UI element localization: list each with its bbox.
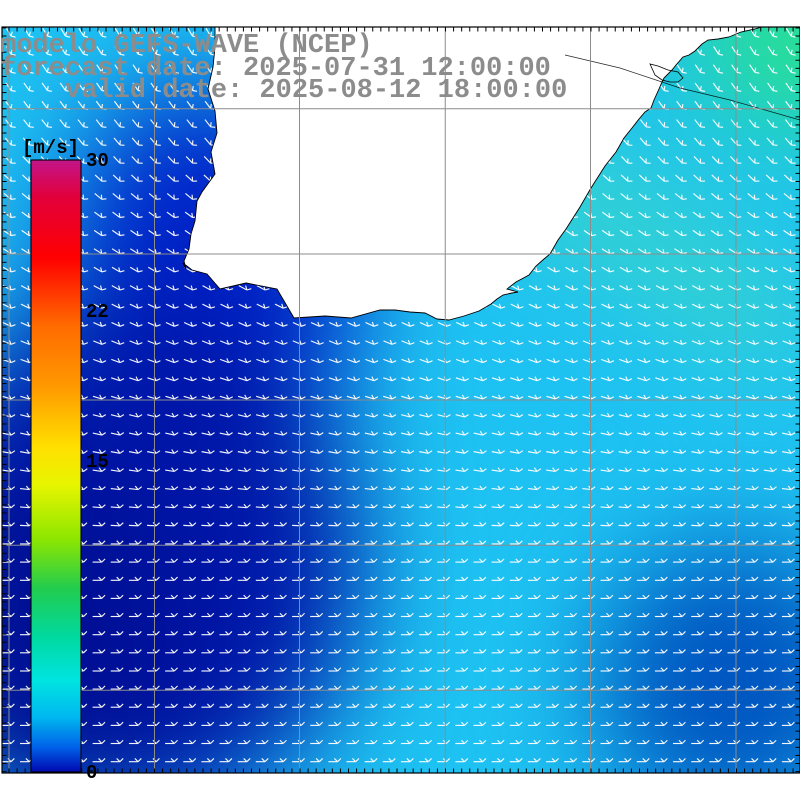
svg-text:valid date: 2025-08-12 18:00:0: valid date: 2025-08-12 18:00:00 — [65, 76, 567, 106]
svg-text:[m/s]: [m/s] — [22, 137, 79, 159]
svg-text:22: 22 — [86, 301, 109, 323]
svg-text:0: 0 — [86, 762, 97, 784]
svg-text:15: 15 — [86, 451, 109, 473]
svg-text:30: 30 — [86, 150, 109, 172]
